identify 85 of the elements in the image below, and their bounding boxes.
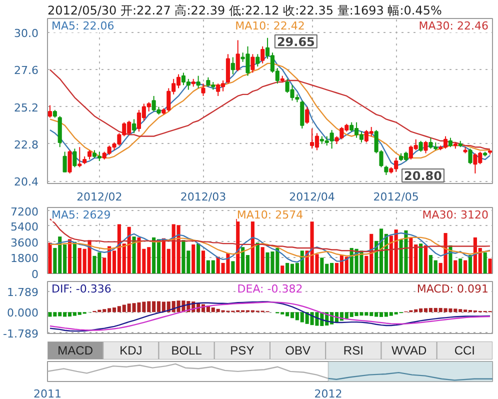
bar (260, 247, 264, 274)
candlestick (196, 75, 200, 89)
candlestick (384, 165, 388, 176)
text: MA30: 3120 (422, 208, 489, 222)
line-series (49, 236, 491, 258)
candlestick (68, 150, 72, 174)
x-tick-label: 2012/05 (373, 190, 419, 204)
x-tick-label: 2012/02 (76, 190, 122, 204)
bar (72, 242, 76, 274)
bar (419, 244, 423, 274)
text: MACD (58, 344, 94, 358)
y-tick-label: 0 (32, 268, 38, 281)
bar (468, 255, 472, 274)
line-series (49, 69, 491, 150)
bar (483, 252, 487, 274)
bar (68, 239, 72, 274)
candlestick (72, 148, 77, 168)
y-tick-label: -1.789 (3, 327, 39, 340)
bar (231, 261, 235, 274)
bar (280, 266, 284, 274)
series-label: MACD: 0.091 (416, 282, 489, 296)
text: WVAD (392, 344, 427, 358)
bar (48, 242, 52, 274)
candlestick (201, 83, 206, 96)
text: PSY (230, 344, 254, 358)
annotation: 29.65 (276, 34, 315, 49)
bar (192, 244, 196, 274)
bar (250, 220, 254, 274)
candlestick (260, 46, 265, 64)
bar (196, 244, 200, 274)
text: MA10: 2574 (236, 208, 304, 222)
y-tick-label: 22.8 (14, 138, 39, 152)
y-tick-label: 1.789 (7, 286, 39, 299)
y-tick-label: 25.2 (14, 101, 39, 114)
text: MA5: 22.06 (52, 20, 114, 32)
bar (424, 245, 428, 274)
x-tick-label: 2012/03 (180, 190, 226, 204)
y-tick-label: 20.4 (14, 176, 39, 189)
candlestick (132, 118, 136, 134)
y-tick-label: 3600 (10, 236, 39, 250)
x-tick-label: 2011 (34, 388, 62, 399)
bar (256, 242, 260, 274)
annotation: 20.80 (404, 168, 442, 183)
candlestick (418, 140, 423, 152)
y-tick-label: 0.000 (7, 306, 39, 320)
line-series (49, 232, 491, 263)
text: MA30: 22.46 (418, 20, 489, 32)
bar (201, 250, 206, 274)
candlestick (256, 54, 260, 68)
candlestick (230, 56, 235, 75)
x-tick-label: 2012/04 (289, 190, 335, 204)
bar (454, 260, 458, 274)
candlestick (250, 54, 255, 74)
candlestick (236, 40, 240, 72)
y-tick-label: 5400 (10, 220, 39, 234)
y-tick-label: 30.0 (14, 26, 39, 40)
candlestick (87, 150, 92, 160)
chart-title: 2012/05/30 开:22.27 高:22.39 低:22.12 收:22.35 量:1693 幅:0.45% (48, 4, 442, 18)
bar (464, 260, 468, 274)
line-series (49, 218, 491, 252)
candlestick (448, 137, 453, 148)
x-tick-label: 2012 (314, 388, 342, 399)
bar (458, 258, 462, 274)
bar (132, 236, 136, 274)
bar (488, 258, 492, 274)
text: OBV (285, 344, 310, 358)
y-tick-label: 27.6 (14, 64, 39, 78)
text: CCI (454, 344, 476, 358)
candlestick (226, 54, 230, 84)
candlestick (62, 151, 67, 172)
candlestick (305, 106, 310, 124)
candlestick (300, 100, 304, 129)
y-tick-label: 7200 (10, 206, 39, 218)
text: BOLL (171, 344, 202, 358)
candlestick (468, 148, 472, 165)
text: MA5: 2629 (52, 208, 111, 222)
text: DIF: -0.336 (52, 282, 112, 296)
text: RSI (343, 344, 364, 358)
text: KDJ (120, 344, 142, 358)
candlestick (78, 146, 82, 168)
series-label: DEA: -0.382 (237, 282, 303, 296)
candlestick (424, 140, 428, 154)
candlestick (48, 104, 52, 118)
y-tick-label: 1800 (10, 252, 39, 266)
text: MA10: 22.42 (235, 20, 305, 32)
